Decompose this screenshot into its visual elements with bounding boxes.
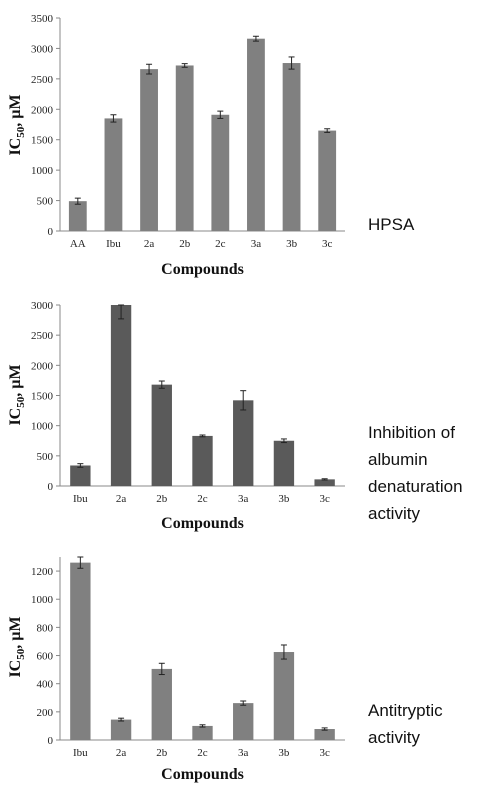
x-tick-label: 2c bbox=[197, 493, 208, 505]
x-tick-label: 2b bbox=[156, 747, 168, 759]
x-tick-label: 2b bbox=[156, 493, 168, 505]
bar-2c bbox=[211, 114, 230, 231]
x-tick-label: Ibu bbox=[73, 747, 88, 759]
y-tick-label: 1500 bbox=[31, 135, 54, 147]
x-tick-label: Ibu bbox=[73, 493, 88, 505]
y-axis-title: IC50, µM bbox=[7, 364, 27, 425]
bar-2a bbox=[140, 69, 158, 232]
y-tick-label: 1000 bbox=[31, 594, 54, 606]
x-tick-label: Ibu bbox=[106, 238, 121, 250]
y-tick-label: 3000 bbox=[31, 300, 54, 312]
bar-2a bbox=[110, 305, 132, 486]
bar-2b bbox=[151, 384, 172, 486]
panel-label-line: albumin bbox=[368, 450, 428, 469]
panel-label-line: denaturation bbox=[368, 477, 463, 496]
bar-3c bbox=[318, 130, 337, 231]
y-tick-label: 0 bbox=[48, 481, 54, 493]
bar-Ibu bbox=[70, 465, 91, 486]
bar-2c bbox=[192, 435, 213, 486]
x-tick-label: 2b bbox=[179, 238, 191, 250]
y-tick-label: 2000 bbox=[31, 360, 54, 372]
y-tick-label: 500 bbox=[37, 196, 54, 208]
bar-3a bbox=[247, 38, 265, 231]
bar-2b bbox=[151, 668, 172, 740]
y-tick-label: 2500 bbox=[31, 330, 54, 342]
x-tick-label: 3c bbox=[322, 238, 333, 250]
chart-panel-2: 0 500 1000 1500 2000 2500 3000 Ibu 2a 2b 2c 3a 3b 3c C… bbox=[7, 300, 463, 532]
y-tick-label: 3000 bbox=[31, 43, 54, 55]
y-tick-label: 2000 bbox=[31, 104, 54, 116]
y-tick-label: 200 bbox=[37, 707, 54, 719]
bar-3c bbox=[314, 729, 335, 740]
panel-label-line: HPSA bbox=[368, 215, 415, 234]
chart-panel-1: 0 500 1000 1500 2000 2500 3000 3500 AA Ibu 2a 2b 2c 3… bbox=[7, 13, 415, 278]
bar-3b bbox=[273, 652, 295, 740]
bar-3b bbox=[273, 440, 295, 486]
bar-2a bbox=[110, 719, 132, 740]
bar-3a bbox=[233, 703, 254, 740]
bar-3c bbox=[314, 479, 335, 486]
bar-2b bbox=[175, 65, 194, 232]
x-tick-label: 2c bbox=[215, 238, 226, 250]
x-tick-label: 3a bbox=[238, 493, 249, 505]
y-tick-label: 400 bbox=[37, 679, 54, 691]
x-tick-label: 2a bbox=[116, 747, 127, 759]
y-tick-label: 1200 bbox=[31, 566, 54, 578]
panel-label-line: activity bbox=[368, 728, 420, 747]
y-tick-label: 500 bbox=[37, 451, 54, 463]
y-axis-title-unit: , µM bbox=[7, 364, 24, 396]
y-tick-label: 0 bbox=[48, 735, 54, 747]
y-tick-label: 800 bbox=[37, 622, 54, 634]
y-tick-label: 1500 bbox=[31, 391, 54, 403]
bar-Ibu bbox=[70, 562, 91, 740]
y-tick-label: 1000 bbox=[31, 165, 54, 177]
y-axis-title: IC50, µM bbox=[7, 94, 27, 155]
y-axis-title-unit: , µM bbox=[7, 94, 24, 126]
y-tick-label: 0 bbox=[48, 226, 54, 238]
x-tick-label: AA bbox=[70, 238, 86, 250]
y-axis-title-main: IC bbox=[7, 660, 24, 678]
x-tick-label: 3a bbox=[251, 238, 262, 250]
x-tick-label: 3b bbox=[278, 493, 290, 505]
bar-3b bbox=[282, 63, 301, 231]
panel-label-line: Inhibition of bbox=[368, 423, 455, 442]
bar-AA bbox=[68, 201, 87, 231]
y-axis-title: IC50, µM bbox=[7, 616, 27, 677]
x-tick-label: 3c bbox=[319, 747, 330, 759]
x-tick-label: 3a bbox=[238, 747, 249, 759]
x-tick-label: 3b bbox=[278, 747, 290, 759]
x-tick-label: 2a bbox=[116, 493, 127, 505]
y-axis-title-subscript: 50 bbox=[15, 396, 27, 408]
bar-3a bbox=[233, 400, 254, 486]
x-tick-label: 3b bbox=[286, 238, 298, 250]
panel-label-line: activity bbox=[368, 504, 420, 523]
y-tick-label: 2500 bbox=[31, 74, 54, 86]
y-axis-title-unit: , µM bbox=[7, 616, 24, 648]
chart-panel-3: 0 200 400 600 800 1000 1200 Ibu 2a 2b 2c 3a 3b 3c Comp… bbox=[7, 556, 443, 783]
panel-label-line: Antitryptic bbox=[368, 701, 443, 720]
x-axis-title: Compounds bbox=[161, 261, 244, 278]
x-tick-label: 2c bbox=[197, 747, 208, 759]
y-axis-title-main: IC bbox=[7, 138, 24, 156]
y-axis-title-main: IC bbox=[7, 408, 24, 426]
x-axis-title: Compounds bbox=[161, 515, 244, 532]
y-tick-label: 3500 bbox=[31, 13, 54, 25]
y-tick-label: 1000 bbox=[31, 421, 54, 433]
bar-Ibu bbox=[104, 118, 123, 231]
x-tick-label: 2a bbox=[144, 238, 155, 250]
x-tick-label: 3c bbox=[319, 493, 330, 505]
bar-2c bbox=[192, 725, 213, 740]
y-axis-title-subscript: 50 bbox=[15, 126, 27, 138]
y-axis-title-subscript: 50 bbox=[15, 648, 27, 660]
y-tick-label: 600 bbox=[37, 651, 54, 663]
x-axis-title: Compounds bbox=[161, 766, 244, 783]
